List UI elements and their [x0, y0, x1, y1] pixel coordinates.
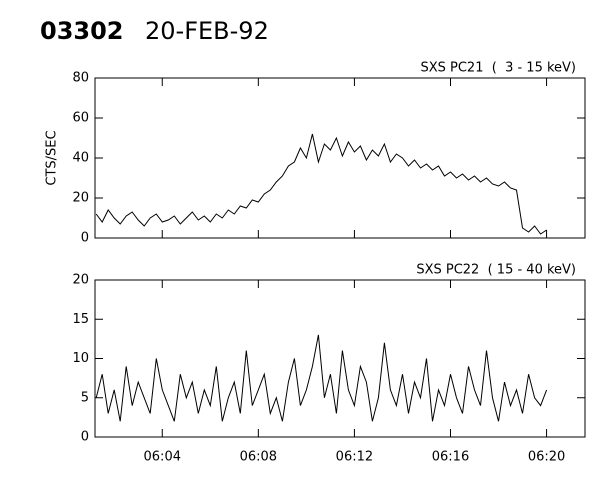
- observation-id: 03302: [40, 17, 124, 45]
- y-tick-label: 0: [81, 231, 89, 246]
- x-tick-label: 06:08: [240, 450, 277, 465]
- observation-date: 20-FEB-92: [145, 17, 269, 45]
- y-tick-label: 40: [72, 151, 89, 166]
- data-line: [95, 334, 548, 422]
- y-tick-label: 0: [81, 430, 89, 445]
- x-tick-label: 06:16: [432, 450, 469, 465]
- plot-frame: [94, 77, 586, 239]
- y-tick-label: 60: [72, 111, 89, 126]
- y-tick-label: 20: [72, 273, 89, 288]
- y-tick-label: 10: [72, 351, 89, 366]
- x-tick-label: 06:20: [528, 450, 565, 465]
- panel-title: SXS PC21 ( 3 - 15 keV): [420, 61, 576, 76]
- y-tick-label: 20: [72, 191, 89, 206]
- y-tick-label: 15: [72, 312, 89, 327]
- plot-frame: [94, 279, 586, 438]
- y-tick-label: 5: [81, 390, 89, 405]
- x-tick-label: 06:12: [336, 450, 373, 465]
- data-line: [95, 133, 547, 235]
- y-tick-label: 80: [72, 71, 89, 86]
- y-axis-label: CTS/SEC: [45, 130, 60, 185]
- panel-title: SXS PC22 ( 15 - 40 keV): [416, 263, 576, 278]
- x-tick-label: 06:04: [144, 450, 181, 465]
